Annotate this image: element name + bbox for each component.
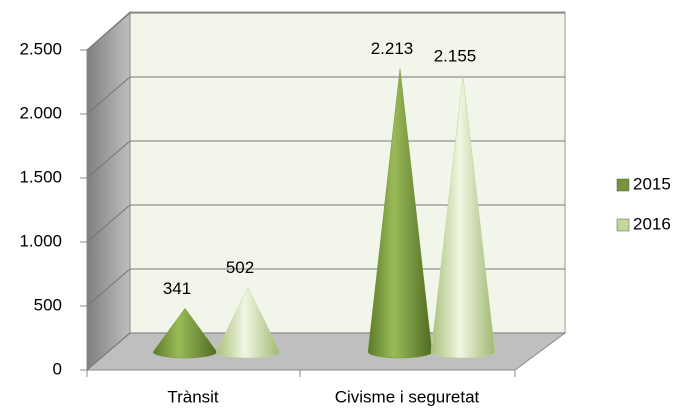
data-label: 2.155 bbox=[434, 47, 477, 66]
side-wall bbox=[86, 10, 131, 372]
legend-label: 2015 bbox=[633, 174, 671, 193]
grid-line bbox=[86, 140, 131, 179]
grid-line bbox=[86, 268, 131, 307]
data-label: 2.213 bbox=[371, 39, 414, 58]
y-tick-label: 0 bbox=[53, 359, 62, 378]
x-tick-label: Civisme i seguretat bbox=[335, 387, 480, 406]
grid-line bbox=[86, 204, 131, 243]
grid-line bbox=[86, 76, 131, 115]
back-wall bbox=[129, 11, 566, 334]
legend-label: 2016 bbox=[633, 214, 671, 233]
x-tick-label: Trànsit bbox=[167, 387, 219, 406]
data-label: 341 bbox=[163, 279, 191, 298]
y-tick-label: 2.000 bbox=[19, 103, 62, 122]
grid-line bbox=[86, 12, 131, 51]
grid-line bbox=[86, 332, 131, 371]
y-tick-label: 1.000 bbox=[19, 231, 62, 250]
y-tick-label: 500 bbox=[34, 295, 62, 314]
y-tick-label: 2.500 bbox=[19, 39, 62, 58]
legend-swatch bbox=[616, 178, 630, 192]
cone bbox=[215, 287, 281, 359]
cone bbox=[430, 76, 496, 359]
data-label: 502 bbox=[226, 258, 254, 277]
y-tick-label: 1.500 bbox=[19, 167, 62, 186]
legend-swatch bbox=[616, 218, 630, 232]
